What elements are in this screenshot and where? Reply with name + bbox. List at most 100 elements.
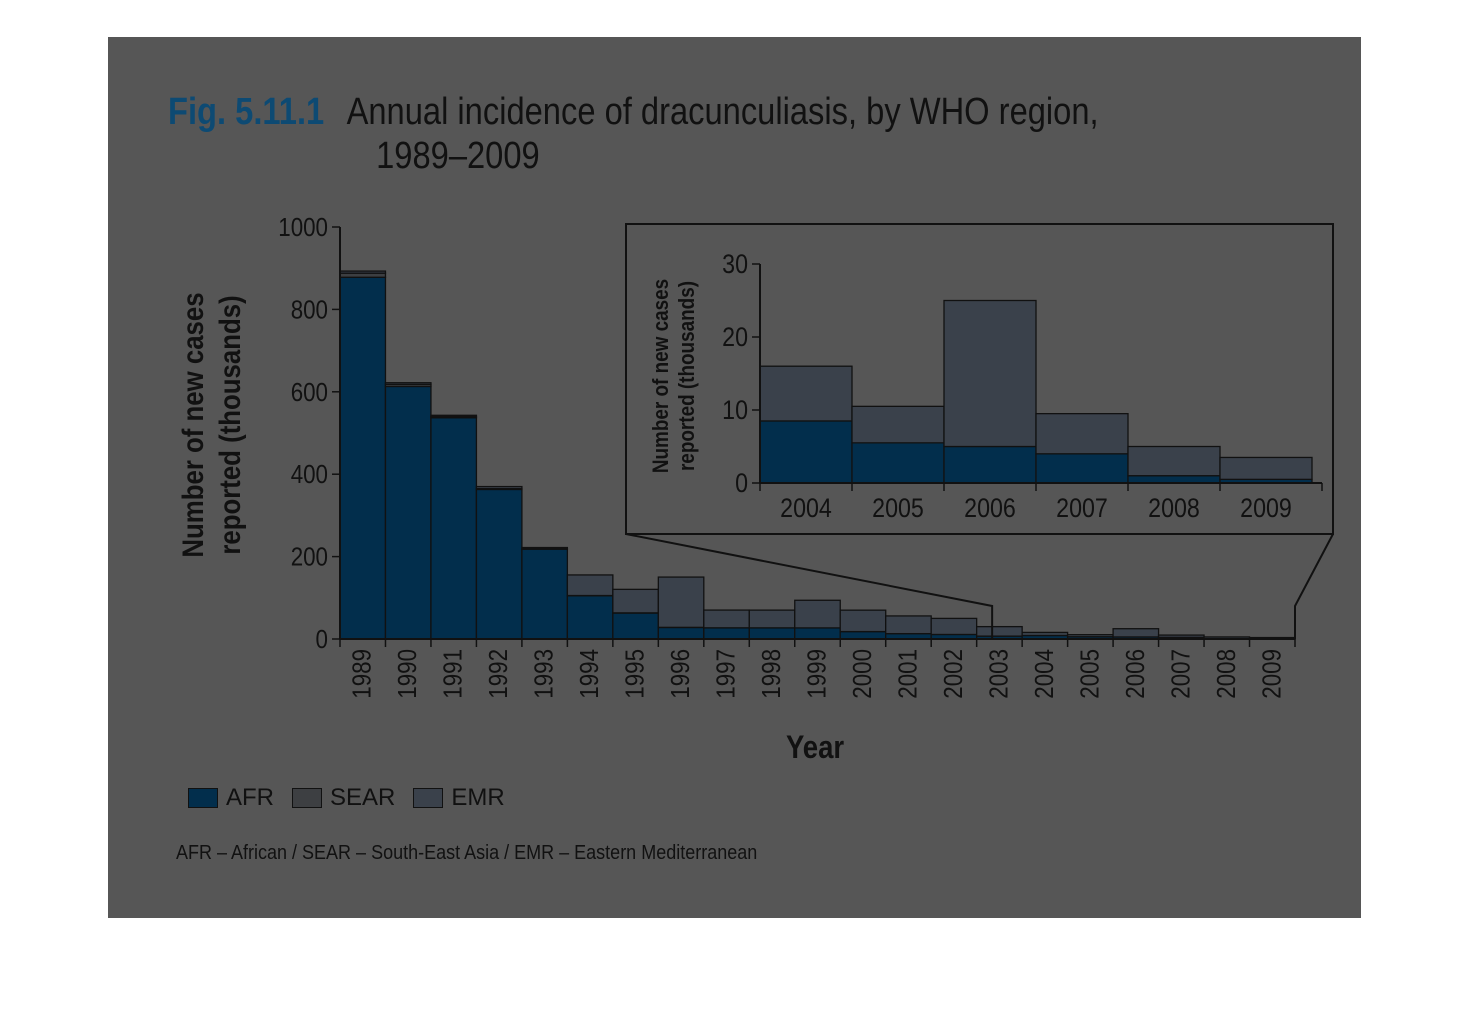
bar-afr-2008: [1127, 475, 1221, 484]
bar-emr-2000: [839, 609, 887, 633]
legend-swatch-afr: [188, 788, 218, 808]
bar-afr-2007: [1035, 453, 1129, 484]
bar-emr-1990: [384, 382, 432, 386]
x-tick-label-1996: 1996: [667, 649, 696, 699]
x-tick-label-2007: 2007: [1167, 649, 1196, 699]
x-tick-label-2005: 2005: [1076, 649, 1105, 699]
x-tick-label-2009: 2009: [1258, 649, 1287, 699]
legend-swatch-sear: [292, 788, 322, 808]
y-tick-label-400: 400: [291, 461, 328, 490]
x-tick-label-1999: 1999: [803, 649, 832, 699]
title-line-2: 1989–2009: [376, 135, 540, 177]
x-tick-label-1995: 1995: [621, 649, 650, 699]
bar-afr-1993: [521, 548, 569, 640]
x-axis-title: Year: [786, 730, 844, 765]
legend-item-emr: EMR: [413, 784, 505, 812]
title-line-1: Annual incidence of dracunculiasis, by W…: [346, 91, 1099, 133]
bar-afr-2006: [943, 445, 1037, 484]
legend-swatch-emr: [413, 788, 444, 808]
figure-title: Fig. 5.11.1 Annual incidence of dracuncul…: [168, 90, 1099, 178]
legend-item-sear: SEAR: [292, 784, 395, 812]
bar-emr-2004: [759, 365, 853, 422]
main-chart-bars: [339, 270, 1296, 640]
x-tick-label-2000: 2000: [848, 649, 877, 699]
bar-emr-1997: [703, 609, 750, 629]
bar-afr-1994: [566, 595, 614, 640]
x-tick-label-2002: 2002: [939, 649, 968, 699]
inset-chart-axes: 0 10 20 30 2004 2005 2006 2007 2008 2009 Number of…: [649, 249, 1323, 523]
bar-afr-1997: [703, 627, 750, 640]
bar-emr-2009: [1219, 456, 1313, 481]
bar-afr-2005: [851, 442, 945, 484]
y-axis-title-inset-line2: reported (thousands): [675, 281, 700, 471]
bar-emr-2007: [1157, 634, 1205, 639]
x-tick-label-1997: 1997: [712, 649, 741, 699]
inset-frame: [625, 223, 1334, 535]
y-tick-label-1000: 1000: [278, 213, 328, 242]
bar-afr-1991: [430, 417, 478, 640]
y-tick-label-600: 600: [291, 378, 328, 407]
bar-afr-1998: [748, 627, 796, 640]
y-axis-title-main: Number of new cases: [176, 292, 209, 557]
x-tick-label-2006: 2006: [964, 493, 1016, 523]
x-tick-label-2004: 2004: [780, 493, 832, 523]
bar-afr-1999: [794, 627, 841, 640]
y-axis-title-inset: Number of new cases: [649, 279, 674, 473]
bar-emr-2006: [943, 299, 1037, 448]
legend-label-emr: EMR: [451, 784, 505, 811]
bar-emr-2004: [1021, 631, 1069, 637]
zoom-line-left: [625, 533, 994, 639]
x-tick-label-1994: 1994: [576, 649, 605, 699]
x-tick-label-2008: 2008: [1212, 649, 1241, 699]
y-axis-title-main-line2: reported (thousands): [213, 295, 246, 554]
y-tick-label-0: 0: [735, 468, 748, 498]
bar-emr-1994: [566, 574, 614, 597]
x-tick-label-2007: 2007: [1056, 493, 1108, 523]
bar-emr-2002: [930, 617, 978, 636]
x-tick-label-2008: 2008: [1148, 493, 1200, 523]
bar-afr-2004: [759, 420, 853, 484]
bar-emr-1989: [339, 270, 387, 274]
x-tick-label-2006: 2006: [1121, 649, 1150, 699]
x-tick-label-1993: 1993: [530, 649, 559, 699]
inset-chart-bars: [759, 299, 1313, 484]
inset-zoom-lines: [625, 533, 1334, 639]
x-tick-label-1992: 1992: [485, 649, 514, 699]
bar-emr-1995: [612, 588, 659, 614]
bar-emr-2006: [1112, 628, 1160, 638]
bar-emr-2003: [976, 625, 1023, 637]
x-tick-label-1989: 1989: [348, 649, 377, 699]
y-tick-label-20: 20: [722, 322, 748, 352]
bar-afr-1992: [475, 488, 523, 640]
bar-afr-2000: [839, 630, 887, 640]
bar-afr-1996: [657, 626, 705, 640]
legend: AFR SEAR EMR: [188, 784, 505, 812]
legend-label-sear: SEAR: [330, 784, 396, 811]
y-tick-label-30: 30: [722, 249, 748, 279]
x-tick-label-1991: 1991: [439, 649, 468, 699]
y-tick-label-800: 800: [291, 296, 328, 325]
bar-emr-2005: [1066, 634, 1114, 638]
y-tick-label-10: 10: [722, 395, 748, 425]
legend-label-afr: AFR: [226, 784, 274, 811]
bar-emr-1991: [430, 414, 478, 418]
x-tick-label-2005: 2005: [872, 493, 924, 523]
bar-emr-2001: [885, 615, 932, 635]
bar-emr-1993: [521, 546, 569, 550]
figure-label: Fig. 5.11.1: [168, 91, 325, 133]
bar-emr-1996: [657, 576, 705, 628]
region-note: AFR – African / SEAR – South-East Asia /…: [176, 842, 758, 864]
bar-emr-1992: [475, 485, 523, 490]
bar-afr-1995: [612, 612, 659, 640]
bar-emr-2008: [1127, 445, 1221, 477]
y-tick-label-0: 0: [316, 625, 328, 654]
legend-item-afr: AFR: [188, 784, 274, 812]
y-tick-label-200: 200: [291, 543, 328, 572]
bar-afr-1990: [384, 385, 432, 640]
x-tick-label-2003: 2003: [985, 649, 1014, 699]
bar-emr-2005: [851, 405, 945, 444]
x-tick-label-2004: 2004: [1030, 649, 1059, 699]
x-tick-label-1990: 1990: [394, 649, 423, 699]
